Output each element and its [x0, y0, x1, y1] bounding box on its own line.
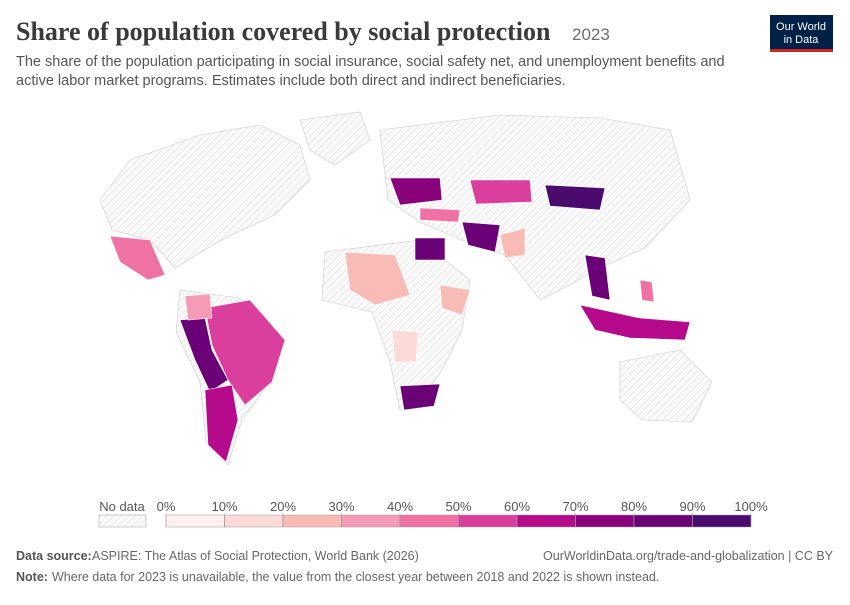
legend-tick-label: 90%	[679, 499, 705, 514]
legend-bin	[165, 514, 225, 528]
legend-tick-label: 50%	[445, 499, 471, 514]
subtitle: The share of the population participatin…	[16, 54, 725, 70]
legend-no-data-swatch	[98, 514, 147, 528]
logo: Our World in Data	[770, 15, 833, 52]
legend: No data 0% 10% 20% 30% 40% 50% 60% 70% 80% 90% 100…	[98, 499, 768, 528]
legend-tick-label: 10%	[211, 499, 237, 514]
legend-bin	[458, 514, 518, 528]
title: Share of population covered by social pr…	[16, 17, 551, 46]
logo-text: in Data	[784, 34, 820, 46]
legend-bin	[692, 514, 752, 528]
subtitle: active labor market programs. Estimates …	[16, 73, 566, 89]
legend-bin	[224, 514, 284, 528]
legend-bin	[633, 514, 693, 528]
legend-tick-label: 70%	[562, 499, 588, 514]
source-label: Data source:	[16, 549, 92, 563]
logo-text: Our World	[776, 21, 826, 33]
legend-tick-label: 40%	[387, 499, 413, 514]
url[interactable]: OurWorldinData.org/trade-and-globalizati…	[543, 549, 834, 563]
legend-bin	[575, 514, 635, 528]
legend-bin	[399, 514, 459, 528]
legend-tick-label: 30%	[328, 499, 354, 514]
legend-tick-label: 100%	[734, 499, 768, 514]
legend-no-data-label: No data	[99, 499, 145, 514]
map	[99, 111, 713, 466]
year: 2023	[572, 25, 610, 44]
legend-bin	[341, 514, 401, 528]
legend-tick-label: 60%	[504, 499, 530, 514]
note: Where data for 2023 is unavailable, the …	[52, 570, 659, 584]
legend-tick-label: 20%	[270, 499, 296, 514]
legend-bin	[282, 514, 342, 528]
legend-bin	[516, 514, 576, 528]
legend-tick-label: 80%	[621, 499, 647, 514]
legend-tick-label: 0%	[157, 499, 176, 514]
note-label: Note:	[16, 570, 48, 584]
source: ASPIRE: The Atlas of Social Protection, …	[92, 549, 419, 563]
